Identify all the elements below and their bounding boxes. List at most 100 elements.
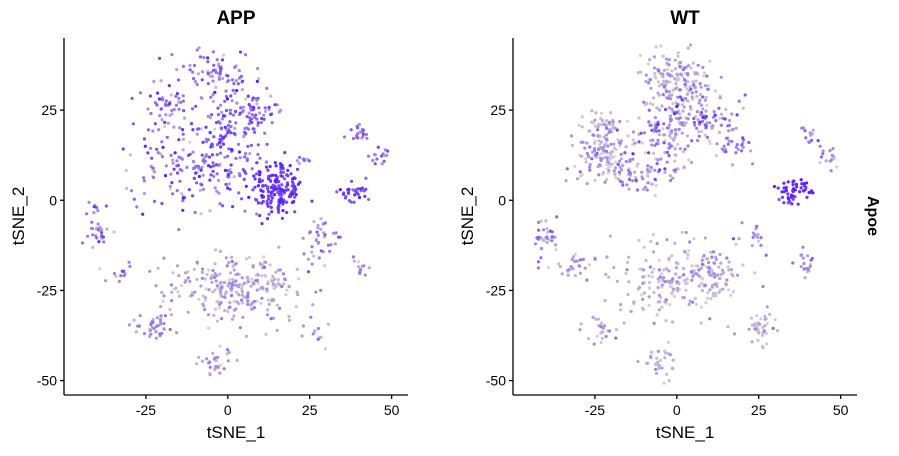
cell-point bbox=[229, 255, 234, 259]
cell-point bbox=[352, 259, 356, 263]
cell-point bbox=[251, 105, 256, 109]
cell-point bbox=[161, 145, 165, 149]
cell-point bbox=[699, 266, 703, 270]
cell-point bbox=[718, 116, 722, 121]
cell-point bbox=[671, 277, 675, 281]
cell-point bbox=[700, 289, 705, 293]
cell-point bbox=[211, 290, 215, 294]
cell-point bbox=[262, 265, 266, 269]
cell-point bbox=[146, 128, 150, 132]
cell-point bbox=[258, 170, 262, 174]
cell-point bbox=[169, 153, 173, 157]
cell-point bbox=[757, 239, 761, 243]
cell-point bbox=[172, 107, 176, 112]
cell-point bbox=[668, 134, 672, 138]
cell-point bbox=[685, 277, 689, 281]
cell-point bbox=[690, 139, 694, 143]
cell-point bbox=[199, 284, 203, 288]
cell-point bbox=[674, 82, 678, 86]
cell-point bbox=[651, 250, 656, 254]
cell-point bbox=[272, 186, 276, 190]
cell-point bbox=[224, 256, 228, 260]
cell-point bbox=[135, 205, 139, 209]
cell-point bbox=[260, 179, 264, 183]
cell-point bbox=[705, 135, 710, 139]
cell-point bbox=[685, 92, 689, 96]
cell-point bbox=[581, 140, 585, 144]
cell-point bbox=[623, 151, 627, 155]
cell-point bbox=[835, 165, 839, 169]
cell-point bbox=[127, 323, 131, 327]
cell-point bbox=[256, 281, 260, 285]
cell-point bbox=[280, 285, 284, 289]
cell-point bbox=[180, 192, 184, 196]
cell-point bbox=[717, 130, 722, 134]
cell-point bbox=[674, 116, 679, 120]
cell-point bbox=[640, 306, 645, 310]
cell-point bbox=[613, 166, 618, 170]
cell-point bbox=[209, 276, 213, 280]
cell-point bbox=[550, 239, 554, 243]
cell-point bbox=[607, 275, 611, 279]
cell-point bbox=[708, 266, 712, 270]
cell-point bbox=[364, 187, 368, 191]
cell-point bbox=[247, 103, 251, 107]
cell-point bbox=[705, 121, 709, 125]
cell-point bbox=[181, 94, 185, 98]
cell-point bbox=[311, 332, 315, 336]
cell-point bbox=[211, 79, 215, 83]
cell-point bbox=[227, 281, 231, 285]
cell-point bbox=[197, 355, 201, 359]
cell-point bbox=[272, 286, 276, 290]
cell-point bbox=[234, 121, 238, 125]
cell-point bbox=[578, 170, 582, 174]
cell-point bbox=[646, 174, 650, 178]
cell-point bbox=[293, 210, 297, 214]
cell-point bbox=[362, 264, 366, 268]
cell-point bbox=[727, 129, 731, 133]
cell-point bbox=[664, 57, 669, 61]
cell-point bbox=[162, 327, 166, 331]
cell-point bbox=[605, 137, 609, 141]
cell-point bbox=[725, 256, 729, 260]
cell-point bbox=[236, 272, 240, 276]
cell-point bbox=[178, 179, 182, 183]
cell-point bbox=[595, 334, 599, 338]
cell-point bbox=[274, 164, 278, 168]
cell-point bbox=[801, 245, 805, 249]
cell-point bbox=[228, 301, 232, 305]
cell-point bbox=[571, 255, 576, 259]
cell-point bbox=[233, 65, 237, 69]
cell-point bbox=[256, 123, 260, 127]
cell-point bbox=[668, 303, 672, 307]
cell-point bbox=[256, 273, 260, 277]
cell-point bbox=[699, 85, 703, 89]
cell-point bbox=[277, 110, 281, 114]
cell-point bbox=[594, 317, 598, 321]
cell-point bbox=[693, 296, 697, 300]
cell-point bbox=[197, 127, 201, 131]
cell-point bbox=[274, 180, 278, 184]
x-tick-label: -25 bbox=[136, 402, 156, 418]
cell-point bbox=[192, 63, 197, 68]
cell-point bbox=[243, 155, 247, 159]
cell-point bbox=[290, 200, 294, 205]
cell-point bbox=[228, 305, 232, 309]
cell-point bbox=[239, 74, 244, 78]
cell-point bbox=[216, 113, 221, 117]
cell-point bbox=[200, 359, 205, 363]
cell-point bbox=[361, 128, 366, 132]
cell-point bbox=[276, 278, 280, 282]
cell-point bbox=[230, 259, 234, 264]
cell-point bbox=[310, 199, 314, 203]
cell-point bbox=[666, 67, 670, 72]
cell-point bbox=[653, 193, 657, 198]
cell-point bbox=[256, 121, 260, 125]
cell-point bbox=[657, 363, 662, 368]
cell-point bbox=[367, 197, 371, 201]
cell-point bbox=[259, 120, 264, 125]
cell-point bbox=[231, 277, 235, 281]
cell-point bbox=[317, 240, 321, 245]
cell-point bbox=[293, 176, 297, 180]
